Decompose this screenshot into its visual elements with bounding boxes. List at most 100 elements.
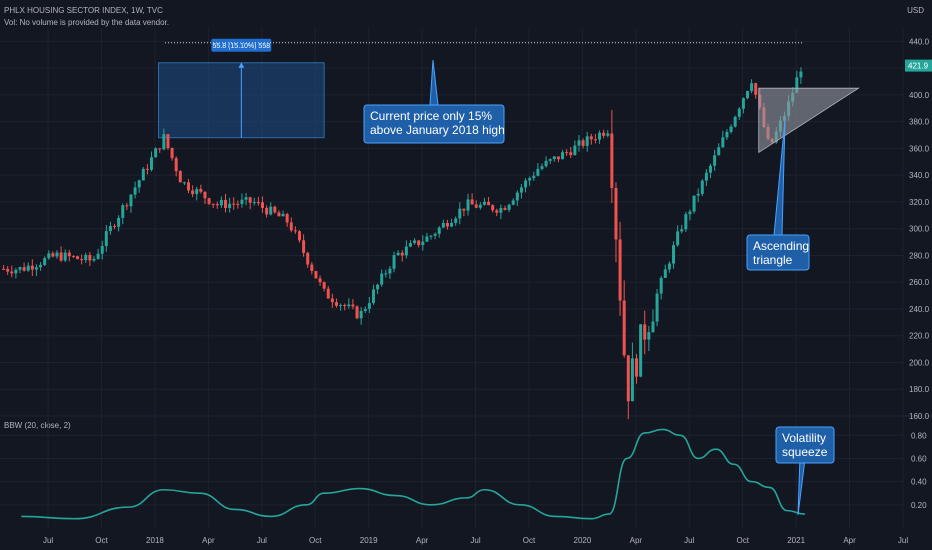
- time-tick-label: Oct: [736, 536, 749, 545]
- candle-body: [437, 227, 441, 234]
- candle-body: [643, 324, 647, 340]
- candle-body: [454, 218, 458, 223]
- candle-body: [96, 253, 100, 259]
- candle-body: [729, 126, 733, 132]
- candle-body: [400, 252, 404, 256]
- candle-body: [285, 213, 289, 223]
- candle-body: [293, 230, 297, 232]
- candlestick-series: [2, 42, 803, 420]
- candle-body: [76, 256, 80, 260]
- candle-body: [367, 303, 371, 309]
- candle-body: [269, 206, 273, 215]
- candle-body: [413, 240, 417, 244]
- candle-body: [215, 204, 219, 206]
- candle-body: [347, 304, 351, 307]
- candle-body: [174, 158, 178, 172]
- candle-body: [408, 243, 412, 247]
- bbw-tick-label: 0.40: [911, 478, 927, 487]
- candle-body: [199, 188, 203, 192]
- bbw-axis[interactable]: 0.20 0.40 0.60 0.80: [911, 431, 927, 510]
- candle-body: [565, 152, 569, 154]
- candle-body: [421, 241, 425, 246]
- candle-body: [618, 239, 622, 301]
- candle-body: [700, 180, 704, 194]
- candle-body: [684, 214, 688, 230]
- candle-body: [651, 321, 655, 333]
- candle-body: [799, 71, 803, 78]
- candle-body: [602, 132, 606, 136]
- candle-body: [63, 252, 67, 261]
- candle-body: [721, 137, 725, 148]
- candle-body: [536, 168, 540, 176]
- candle-body: [51, 253, 55, 257]
- candle-body: [392, 255, 396, 269]
- candle-body: [519, 187, 523, 193]
- bbw-line: [21, 428, 806, 520]
- price-axis[interactable]: 160.0 180.0 200.0 220.0 240.0 260.0 280.0 300.0…: [905, 37, 932, 421]
- candle-body: [433, 233, 437, 236]
- candle-body: [343, 305, 347, 307]
- candle-body: [14, 269, 18, 274]
- candle-body: [688, 211, 692, 215]
- candle-body: [745, 91, 749, 99]
- candle-body: [458, 208, 462, 219]
- candle-body: [380, 273, 384, 285]
- candle-body: [552, 156, 556, 160]
- candle-body: [310, 264, 314, 272]
- candle-body: [43, 258, 47, 265]
- time-tick-label: Apr: [843, 536, 856, 545]
- candle-body: [318, 278, 322, 283]
- candle-body: [491, 205, 495, 211]
- candle-body: [478, 204, 482, 208]
- candle-body: [248, 197, 252, 203]
- candle-body: [125, 205, 129, 207]
- time-tick-label: Jul: [898, 536, 908, 545]
- candle-body: [589, 136, 593, 140]
- bbw-indicator-label[interactable]: BBW (20, close, 2): [4, 421, 71, 430]
- candle-body: [725, 131, 729, 138]
- candle-body: [244, 197, 248, 200]
- candle-body: [635, 358, 639, 377]
- candle-body: [80, 259, 84, 261]
- candle-body: [606, 133, 610, 136]
- time-tick-label: Apr: [630, 536, 643, 545]
- candle-body: [532, 175, 536, 179]
- price-tick-label: 160.0: [909, 412, 930, 421]
- candle-body: [441, 223, 445, 228]
- currency-label[interactable]: USD: [907, 6, 924, 15]
- candle-body: [795, 77, 799, 93]
- price-tick-label: 300.0: [909, 225, 930, 234]
- candle-body: [133, 187, 137, 195]
- candle-body: [515, 192, 519, 201]
- candle-body: [145, 168, 149, 170]
- candle-body: [100, 245, 104, 254]
- candle-body: [524, 180, 528, 188]
- candle-body: [503, 208, 507, 210]
- candle-body: [224, 199, 228, 209]
- candle-body: [647, 332, 651, 340]
- candle-body: [59, 252, 63, 261]
- candle-body: [261, 202, 265, 208]
- candle-body: [334, 302, 338, 306]
- time-axis[interactable]: Jul Oct 2018 Apr Jul Oct 2019 Apr Jul Oct 2020 Apr J…: [43, 536, 908, 545]
- candle-body: [544, 160, 548, 167]
- candle-body: [388, 268, 392, 274]
- callout-triangle-text: Ascending: [753, 239, 809, 253]
- candle-body: [162, 134, 166, 150]
- candle-body: [113, 226, 117, 228]
- candle-body: [548, 159, 552, 161]
- candle-body: [713, 155, 717, 166]
- time-tick-label: Apr: [202, 536, 215, 545]
- candle-body: [47, 253, 51, 259]
- candle-body: [273, 206, 277, 213]
- candle-body: [404, 246, 408, 256]
- candle-body: [667, 263, 671, 270]
- candle-body: [696, 193, 700, 196]
- candle-body: [581, 140, 585, 146]
- candle-body: [639, 324, 643, 377]
- candle-body: [499, 208, 503, 213]
- candle-body: [104, 231, 108, 246]
